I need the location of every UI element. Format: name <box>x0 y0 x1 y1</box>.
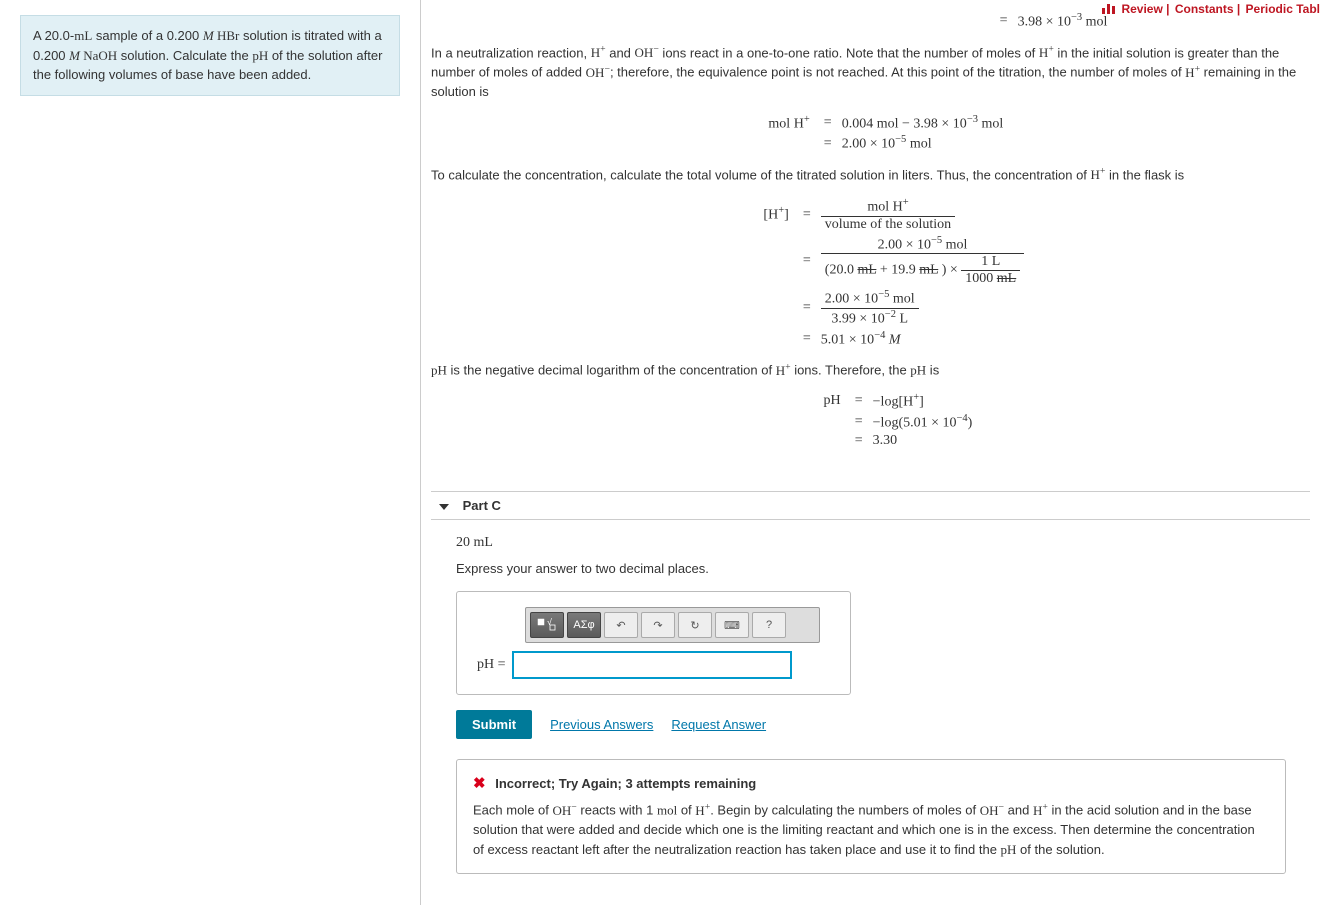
greek-button[interactable]: ΑΣφ <box>567 612 601 638</box>
problem-statement: A 20.0-mL sample of a 0.200 M HBr soluti… <box>20 15 400 96</box>
answer-input[interactable] <box>512 651 792 679</box>
reset-button[interactable]: ↻ <box>678 612 712 638</box>
part-c-volume: 20 mL <box>456 535 1310 551</box>
redo-button[interactable]: ↷ <box>641 612 675 638</box>
part-c-instruction: Express your answer to two decimal place… <box>456 561 1310 576</box>
help-button[interactable]: ? <box>752 612 786 638</box>
top-links: Review | Constants | Periodic Tabl <box>1102 2 1320 17</box>
feedback-box: ✖ Incorrect; Try Again; 3 attempts remai… <box>456 759 1286 874</box>
para-3: pH is the negative decimal logarithm of … <box>431 360 1310 380</box>
eq-pH: pH=−log[H+] =−log(5.01 × 10−4) =3.30 <box>431 390 1310 451</box>
para-1: In a neutralization reaction, H+ and OH−… <box>431 43 1310 102</box>
right-panel: Review | Constants | Periodic Tabl =3.98… <box>420 0 1320 905</box>
answer-box: √ ΑΣφ ↶ ↷ ↻ ⌨ ? pH = <box>456 591 851 695</box>
submit-button[interactable]: Submit <box>456 710 532 739</box>
previous-answers-link[interactable]: Previous Answers <box>550 717 653 732</box>
feedback-text: Each mole of OH− reacts with 1 mol of H+… <box>473 800 1269 859</box>
caret-down-icon <box>439 504 449 510</box>
request-answer-link[interactable]: Request Answer <box>671 717 766 732</box>
review-link[interactable]: Review <box>1121 2 1162 16</box>
answer-label: pH = <box>477 657 506 673</box>
left-panel: A 20.0-mL sample of a 0.200 M HBr soluti… <box>0 0 420 905</box>
feedback-title: Incorrect; Try Again; 3 attempts remaini… <box>495 776 756 791</box>
incorrect-icon: ✖ <box>473 775 486 792</box>
constants-link[interactable]: Constants <box>1175 2 1234 16</box>
periodic-table-link[interactable]: Periodic Tabl <box>1246 2 1320 16</box>
part-c-header[interactable]: Part C <box>431 491 1310 520</box>
template-button[interactable]: √ <box>530 612 564 638</box>
svg-text:√: √ <box>547 618 552 627</box>
eq-molH: mol H+=0.004 mol − 3.98 × 10−3 mol =2.00… <box>431 112 1310 155</box>
eq-concentration: [H+]= mol H+volume of the solution = 2.0… <box>431 195 1310 350</box>
stats-icon <box>1102 3 1116 17</box>
equation-toolbar: √ ΑΣφ ↶ ↷ ↻ ⌨ ? <box>525 607 820 643</box>
undo-button[interactable]: ↶ <box>604 612 638 638</box>
part-title: Part C <box>463 498 501 513</box>
part-c-body: 20 mL Express your answer to two decimal… <box>431 520 1310 874</box>
para-2: To calculate the concentration, calculat… <box>431 165 1310 185</box>
keyboard-button[interactable]: ⌨ <box>715 612 749 638</box>
